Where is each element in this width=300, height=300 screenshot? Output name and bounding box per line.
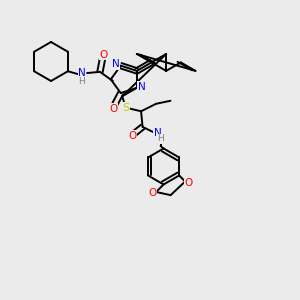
Text: N: N: [112, 59, 120, 70]
Text: O: O: [148, 188, 157, 199]
Text: H: H: [158, 134, 164, 143]
Text: O: O: [129, 131, 137, 141]
Text: N: N: [154, 128, 161, 138]
Text: O: O: [110, 104, 118, 114]
Text: H: H: [79, 77, 86, 86]
Text: O: O: [99, 50, 107, 60]
Text: N: N: [78, 68, 86, 78]
Text: O: O: [184, 178, 193, 188]
Text: S: S: [122, 103, 130, 113]
Text: N: N: [138, 82, 146, 92]
